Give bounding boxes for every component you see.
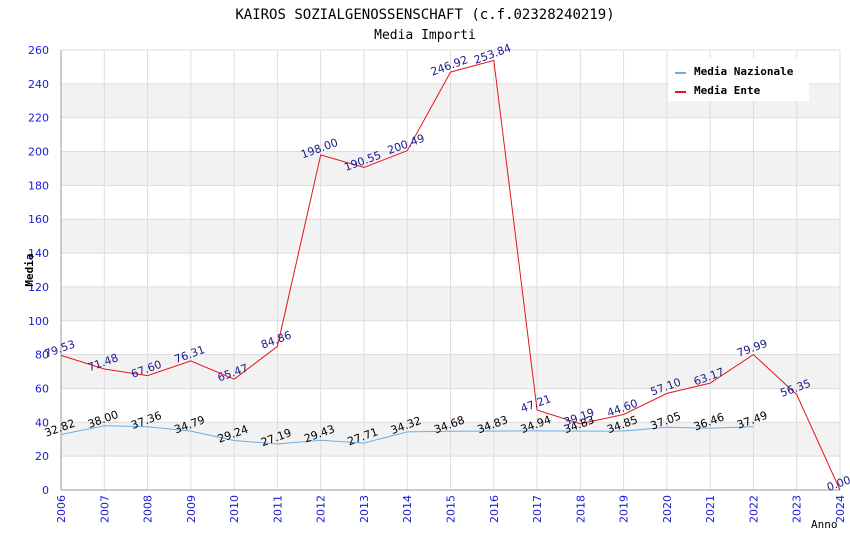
y-tick-label: 240 (28, 78, 49, 91)
data-label-media-ente: 47.21 (519, 392, 553, 415)
x-tick-label: 2024 (834, 495, 847, 523)
x-axis-label: Anno (811, 518, 838, 531)
x-tick-label: 2010 (228, 495, 241, 523)
x-tick-label: 2021 (704, 495, 717, 523)
x-tick-labels: 2006 2007 2008 2009 2010 2011 2012 2013 2014 2015… (55, 495, 847, 523)
chart-title: KAIROS SOZIALGENOSSENSCHAFT (c.f.0232824… (235, 7, 614, 23)
legend-label-media-nazionale: Media Nazionale (694, 65, 794, 78)
y-tick-label: 0 (42, 484, 49, 497)
x-tick-label: 2020 (661, 495, 674, 523)
data-label-media-ente: 253.84 (472, 41, 513, 66)
y-axis-label: Media (23, 253, 36, 286)
x-tick-label: 2012 (315, 495, 328, 523)
y-tick-label: 100 (28, 315, 49, 328)
y-tick-label: 40 (35, 416, 49, 429)
y-tick-label: 180 (28, 179, 49, 192)
x-tick-label: 2022 (747, 495, 760, 523)
legend-box (668, 58, 809, 101)
x-tick-label: 2015 (445, 495, 458, 523)
x-tick-label: 2014 (401, 495, 414, 523)
x-tick-label: 2008 (142, 495, 155, 523)
x-tick-label: 2016 (488, 495, 501, 523)
data-label-media-ente: 84.86 (259, 329, 293, 352)
y-tick-label: 220 (28, 112, 49, 125)
y-tick-label: 20 (35, 450, 49, 463)
x-tick-label: 2007 (98, 495, 111, 523)
y-tick-label: 200 (28, 146, 49, 159)
series-line-media-ente (60, 59, 841, 491)
y-tick-label: 120 (28, 281, 49, 294)
series-line-media-nazionale (60, 425, 754, 445)
x-tick-label: 2018 (574, 495, 587, 523)
x-tick-label: 2019 (618, 495, 631, 523)
grid-lines (60, 49, 841, 491)
data-label-media-ente: 0.00 (825, 473, 850, 494)
x-tick-label: 2011 (271, 495, 284, 523)
legend-label-media-ente: Media Ente (694, 84, 761, 97)
y-tick-label: 160 (28, 213, 49, 226)
x-tick-label: 2009 (185, 495, 198, 523)
x-tick-label: 2023 (791, 495, 804, 523)
y-tick-label: 140 (28, 247, 49, 260)
x-tick-label: 2006 (55, 495, 68, 523)
y-tick-label: 260 (28, 44, 49, 57)
y-tick-label: 60 (35, 382, 49, 395)
series-lines (60, 59, 841, 491)
x-tick-label: 2017 (531, 495, 544, 523)
legend: Media Nazionale Media Ente (668, 58, 809, 101)
y-tick-label: 80 (35, 349, 49, 362)
y-tick-labels: 0 20 40 60 80 100 120 140 160 180 200 220 240 260 (28, 44, 49, 497)
chart-subtitle: Media Importi (374, 28, 476, 43)
x-tick-label: 2013 (358, 495, 371, 523)
